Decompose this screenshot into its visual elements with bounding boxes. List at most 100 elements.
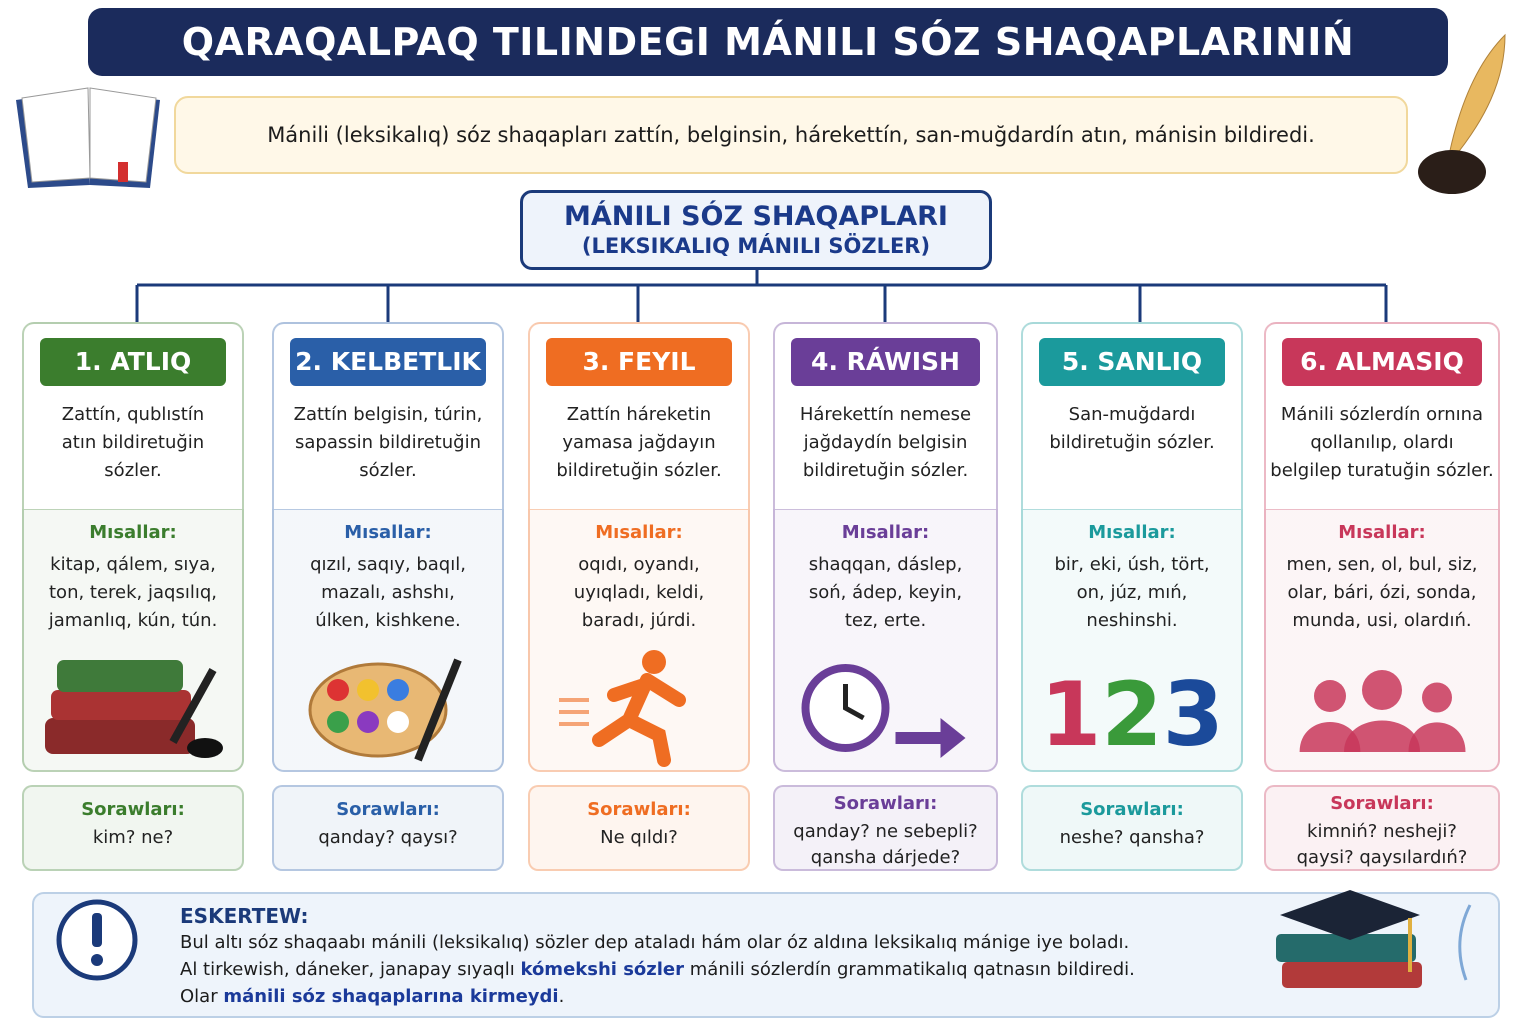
definition-line: yamasa jağdayın — [562, 432, 716, 453]
icon-part — [1362, 670, 1402, 710]
example-line: men, sen, ol, bul, siz, — [1286, 554, 1478, 575]
note-text: . — [558, 986, 565, 1007]
icon-part — [387, 679, 409, 701]
divider — [24, 509, 242, 510]
card-title: 1. ATLIQ — [40, 338, 226, 386]
icon-part — [169, 668, 217, 744]
definition-line: San-muğdardı — [1068, 404, 1196, 425]
definition-line: belgilep turatuğin sózler. — [1270, 460, 1494, 481]
examples-label: Mısallar: — [1338, 522, 1426, 543]
intro-box: Mánili (leksikalıq) sóz shaqapları zattí… — [174, 96, 1408, 174]
icon-part — [357, 679, 379, 701]
card-title: 5. SANLIQ — [1039, 338, 1225, 386]
definition-line: bildiretuğin sózler. — [802, 460, 969, 481]
questions-box: Sorawları: qanday? ne sebepli? qansha dárj… — [773, 785, 998, 871]
example-line: qızıl, saqıy, baqıl, — [310, 554, 466, 575]
note-line: Al tirkewish, dáneker, janapay sıyaqlı k… — [180, 959, 1135, 980]
examples-label: Mısallar: — [1088, 522, 1176, 543]
note-text: mánili sózlerdín grammatikalıq qatnasın … — [684, 959, 1135, 980]
cap-icon — [1276, 890, 1472, 988]
questions-label: Sorawları: — [81, 799, 185, 820]
questions-box: Sorawları: qanday? qaysı? — [272, 785, 504, 871]
book-icon — [16, 87, 160, 188]
example-line: baradı, júrdi. — [581, 610, 697, 631]
note-text: Bul altı sóz shaqaabı mánili (leksikalıq… — [180, 932, 1130, 953]
questions-label: Sorawları: — [336, 799, 440, 820]
questions-box: Sorawları: neshe? qansha? — [1021, 785, 1243, 871]
example-line: uyıqladı, keldi, — [573, 582, 705, 603]
example-line: munda, usi, olardıń. — [1292, 610, 1472, 631]
example-line: bir, eki, úsh, tört, — [1054, 554, 1210, 575]
icon-part — [1344, 720, 1420, 752]
examples-label: Mısallar: — [344, 522, 432, 543]
question-line: Ne qıldı? — [600, 827, 678, 848]
question-line: qaysi? qaysılardıń? — [1296, 847, 1468, 868]
definition-line: atın bildiretuğin — [61, 432, 205, 453]
questions-label: Sorawları: — [833, 793, 938, 814]
intro: Mánili (leksikalıq) sóz shaqapları zattí… — [267, 123, 1315, 147]
quill-icon — [1418, 33, 1506, 194]
note-line: Bul altı sóz shaqaabı mánili (leksikalıq… — [180, 932, 1129, 953]
icon-part — [57, 660, 183, 692]
divider — [274, 509, 502, 510]
questions-label: Sorawları: — [1080, 799, 1184, 820]
definition-line: jağdaydín belgisin — [803, 432, 968, 453]
icon-part — [843, 684, 865, 721]
questions-label: Sorawları: — [1330, 793, 1434, 814]
icon-part — [327, 679, 349, 701]
questions-box: Sorawları: kim? ne? — [22, 785, 244, 871]
card-title: 4. RÁWISH — [791, 338, 980, 386]
icon-part — [414, 658, 462, 762]
definition-line: sapassin bildiretuğin — [295, 432, 481, 453]
connectors — [135, 270, 1388, 322]
definition-line: Zattín háreketin — [566, 404, 712, 425]
icon-part — [187, 738, 223, 758]
root-line: (LEKSIKALIQ MÁNILI SÖZLER) — [581, 234, 931, 258]
card: 6. ALMASIQ Mánili sózlerdín ornına qollanı… — [1264, 322, 1500, 772]
icon-part — [642, 650, 666, 674]
question-line: qanday? ne sebepli? — [793, 821, 978, 842]
note-icon — [56, 899, 138, 981]
card: 5. SANLIQ San-muğdardı bildiretuğin sózler… — [1021, 322, 1243, 772]
note-emphasis: kómekshi sózler — [520, 959, 685, 980]
definition-line: sózler. — [359, 460, 417, 481]
card: 2. KELBETLIK Zattín belgisin, túrin, sapas… — [272, 322, 504, 772]
note-emphasis: mánili sóz shaqaplarına kirmeydi — [223, 986, 559, 1007]
example-line: neshinshi. — [1086, 610, 1178, 631]
question-line: qanday? qaysı? — [318, 827, 458, 848]
example-line: olar, bári, ózi, sonda, — [1287, 582, 1477, 603]
definition-line: Zattín, qublıstín — [61, 404, 205, 425]
icon-part — [1422, 682, 1452, 713]
card-title: 6. ALMASIQ — [1282, 338, 1482, 386]
divider — [1023, 509, 1241, 510]
card-title: 3. FEYIL — [546, 338, 732, 386]
example-line: kitap, qálem, sıya, — [50, 554, 216, 575]
definition-line: bildiretuğin sózler. — [1049, 432, 1215, 453]
example-line: tez, erte. — [844, 610, 927, 631]
example-line: jamanlıq, kún, tún. — [48, 610, 218, 631]
example-line: oqıdı, oyandı, — [578, 554, 700, 575]
definition-line: qollanılıp, olardı — [1310, 432, 1454, 453]
root-line: MÁNILI SÓZ SHAQAPLARI — [564, 201, 948, 232]
question-line: neshe? qansha? — [1059, 827, 1205, 848]
card: 3. FEYIL Zattín háreketin yamasa jağdayın b… — [528, 322, 750, 772]
icon-part — [1408, 722, 1466, 752]
questions-label: Sorawları: — [587, 799, 691, 820]
icon-part — [357, 711, 379, 733]
icon-part — [45, 718, 195, 754]
icon-part — [592, 673, 686, 767]
note-text: Olar — [180, 986, 224, 1007]
root-box: MÁNILI SÓZ SHAQAPLARI (LEKSIKALIQ MÁNILI… — [520, 190, 992, 270]
title: QARAQALPAQ TILINDEGI MÁNILI SÓZ SHAQAPLA… — [181, 20, 1355, 132]
icon-part — [1314, 680, 1346, 712]
divider — [1266, 509, 1498, 510]
definition-line: Zattín belgisin, túrin, — [293, 404, 483, 425]
icon-part — [895, 718, 966, 758]
note-line: Olar mánili sóz shaqaplarına kirmeydi. — [180, 986, 564, 1007]
examples-label: Mısallar: — [89, 522, 177, 543]
definition-line: sózler. — [104, 460, 162, 481]
example-line: soń, ádep, keyin, — [808, 582, 963, 603]
example-line: úlken, kishkene. — [315, 610, 461, 631]
